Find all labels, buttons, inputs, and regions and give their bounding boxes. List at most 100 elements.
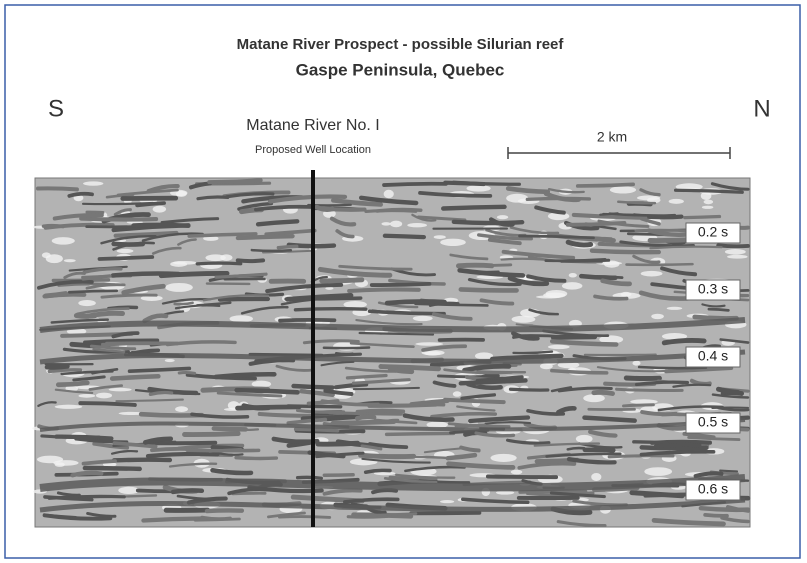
reflector bbox=[431, 312, 473, 321]
reflector bbox=[459, 445, 481, 453]
well-note: Proposed Well Location bbox=[255, 144, 371, 156]
speckle bbox=[95, 392, 113, 399]
reflector bbox=[634, 380, 690, 387]
reflector bbox=[423, 447, 462, 454]
reflectors bbox=[32, 178, 751, 528]
reflector bbox=[367, 442, 409, 450]
speckle bbox=[251, 380, 272, 388]
speckle bbox=[54, 404, 83, 409]
reflector bbox=[264, 228, 317, 237]
speckle bbox=[165, 282, 193, 292]
speckle bbox=[175, 190, 187, 197]
reflector bbox=[174, 304, 221, 310]
reflector bbox=[315, 451, 365, 459]
reflector bbox=[361, 512, 418, 517]
reflector bbox=[719, 338, 750, 344]
speckle bbox=[421, 350, 445, 356]
scale-label: 2 km bbox=[597, 129, 627, 145]
reflector bbox=[322, 346, 371, 350]
reflector bbox=[358, 331, 435, 336]
reflector bbox=[177, 238, 197, 246]
reflector bbox=[369, 281, 432, 287]
speckle bbox=[426, 421, 448, 429]
reflector bbox=[295, 475, 323, 480]
reflector bbox=[582, 415, 637, 423]
reflector bbox=[110, 271, 181, 278]
time-label: 0.4 s bbox=[698, 348, 728, 364]
reflector bbox=[121, 283, 166, 295]
reflector bbox=[116, 188, 179, 197]
reflector bbox=[322, 488, 363, 496]
speckle bbox=[78, 393, 96, 398]
reflector bbox=[320, 360, 355, 367]
reflector bbox=[82, 465, 142, 472]
reflector bbox=[515, 323, 534, 327]
speckle bbox=[53, 460, 79, 466]
reflector bbox=[549, 491, 606, 499]
reflector bbox=[165, 340, 237, 347]
horizon bbox=[39, 317, 746, 333]
reflector bbox=[50, 318, 109, 324]
reflector bbox=[67, 191, 94, 198]
reflector bbox=[441, 204, 507, 211]
reflector bbox=[347, 287, 421, 294]
reflector bbox=[231, 491, 267, 496]
reflector bbox=[176, 494, 219, 501]
reflector bbox=[89, 344, 137, 351]
reflector bbox=[37, 401, 57, 407]
reflector bbox=[333, 382, 369, 390]
reflector bbox=[512, 334, 567, 339]
reflector bbox=[315, 440, 361, 447]
reflector bbox=[720, 516, 750, 524]
speckle bbox=[545, 289, 568, 298]
speckle bbox=[118, 411, 145, 416]
reflector bbox=[488, 217, 515, 227]
reflector bbox=[35, 186, 79, 192]
speckle bbox=[78, 300, 96, 307]
reflector bbox=[210, 467, 254, 476]
reflector bbox=[421, 402, 446, 407]
speckle bbox=[506, 193, 529, 203]
reflector bbox=[418, 190, 493, 198]
reflector bbox=[461, 497, 530, 505]
reflector bbox=[131, 222, 191, 229]
time-label-box bbox=[685, 412, 741, 434]
reflector bbox=[115, 398, 184, 403]
reflector bbox=[43, 495, 94, 502]
reflector bbox=[250, 248, 293, 253]
reflector bbox=[112, 241, 156, 251]
reflector bbox=[267, 194, 348, 204]
reflector bbox=[72, 375, 106, 382]
reflector bbox=[331, 198, 383, 207]
reflector bbox=[254, 204, 318, 212]
speckle bbox=[440, 238, 466, 247]
time-labels: 0.2 s 0.3 s 0.4 s 0.5 s 0.6 s bbox=[685, 222, 741, 501]
reflector bbox=[689, 378, 712, 386]
reflector bbox=[511, 331, 540, 341]
reflector bbox=[664, 366, 734, 374]
reflector bbox=[54, 388, 94, 395]
speckle bbox=[647, 197, 661, 204]
speckle bbox=[433, 235, 446, 239]
reflector bbox=[649, 245, 723, 250]
reflector bbox=[632, 254, 661, 264]
reflector bbox=[146, 183, 180, 194]
reflector bbox=[534, 205, 566, 215]
reflector bbox=[505, 186, 551, 195]
reflector bbox=[91, 367, 119, 375]
reflector bbox=[373, 418, 418, 425]
speckle bbox=[495, 490, 515, 495]
reflector bbox=[302, 339, 360, 345]
speckle bbox=[466, 185, 491, 192]
reflector bbox=[271, 436, 320, 445]
reflector bbox=[57, 282, 117, 287]
reflector bbox=[217, 296, 271, 302]
reflector bbox=[92, 441, 130, 450]
reflector bbox=[110, 449, 139, 455]
speckle bbox=[108, 387, 132, 392]
speckle bbox=[630, 399, 658, 405]
reflector bbox=[248, 358, 296, 366]
speckle bbox=[561, 282, 583, 290]
reflector bbox=[458, 287, 519, 293]
time-label-box bbox=[685, 279, 741, 301]
